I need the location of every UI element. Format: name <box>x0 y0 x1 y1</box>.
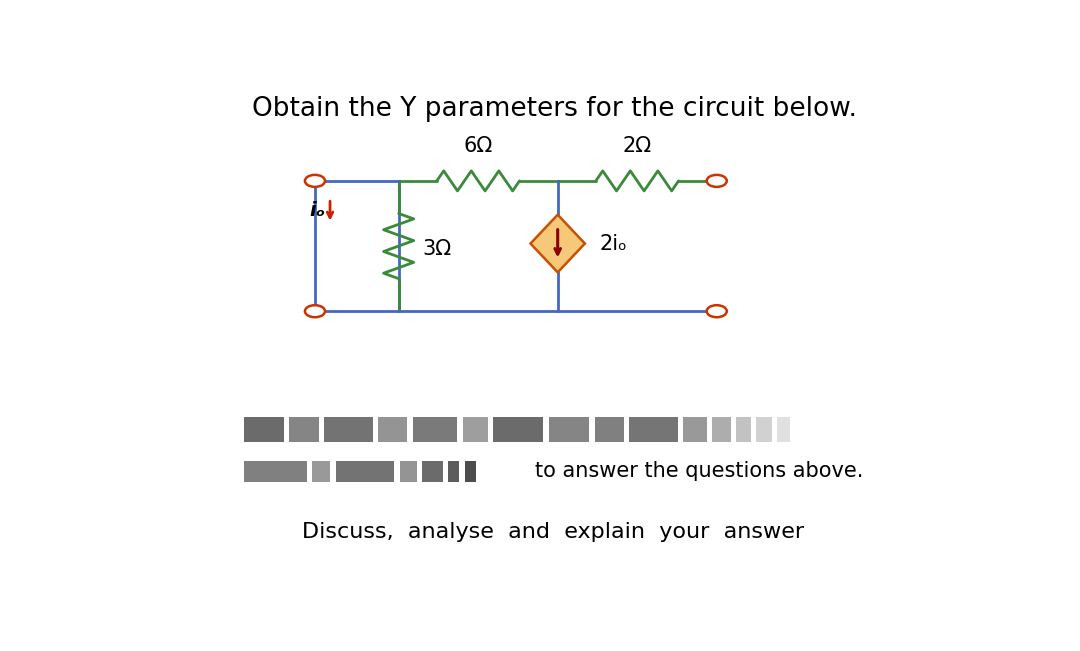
Text: 2iₒ: 2iₒ <box>600 234 627 253</box>
Bar <box>312 461 330 482</box>
Circle shape <box>706 175 727 187</box>
Text: Discuss,  analyse  and  explain  your  answer: Discuss, analyse and explain your answer <box>302 521 805 542</box>
Bar <box>630 417 678 441</box>
Text: Obtain the Y parameters for the circuit below.: Obtain the Y parameters for the circuit … <box>253 96 858 122</box>
Bar <box>464 461 475 482</box>
Text: 2Ω: 2Ω <box>623 136 651 156</box>
Bar <box>378 417 407 441</box>
Bar <box>400 461 417 482</box>
Bar <box>448 461 459 482</box>
Bar <box>735 417 751 441</box>
Bar <box>413 417 457 441</box>
Bar <box>289 417 319 441</box>
Bar <box>324 417 373 441</box>
Bar <box>777 417 789 441</box>
Text: to answer the questions above.: to answer the questions above. <box>535 461 863 481</box>
Text: iₒ: iₒ <box>310 201 326 220</box>
Bar <box>244 417 284 441</box>
Circle shape <box>305 175 325 187</box>
Bar <box>422 461 443 482</box>
Bar <box>594 417 624 441</box>
Bar <box>756 417 771 441</box>
Text: 6Ω: 6Ω <box>463 136 492 156</box>
Circle shape <box>706 305 727 317</box>
Bar <box>462 417 488 441</box>
Polygon shape <box>530 215 585 272</box>
Bar <box>336 461 394 482</box>
Bar <box>549 417 589 441</box>
Bar <box>494 417 543 441</box>
Bar <box>712 417 730 441</box>
Bar <box>684 417 706 441</box>
Bar <box>244 461 307 482</box>
Circle shape <box>305 305 325 317</box>
Text: 3Ω: 3Ω <box>422 238 451 258</box>
